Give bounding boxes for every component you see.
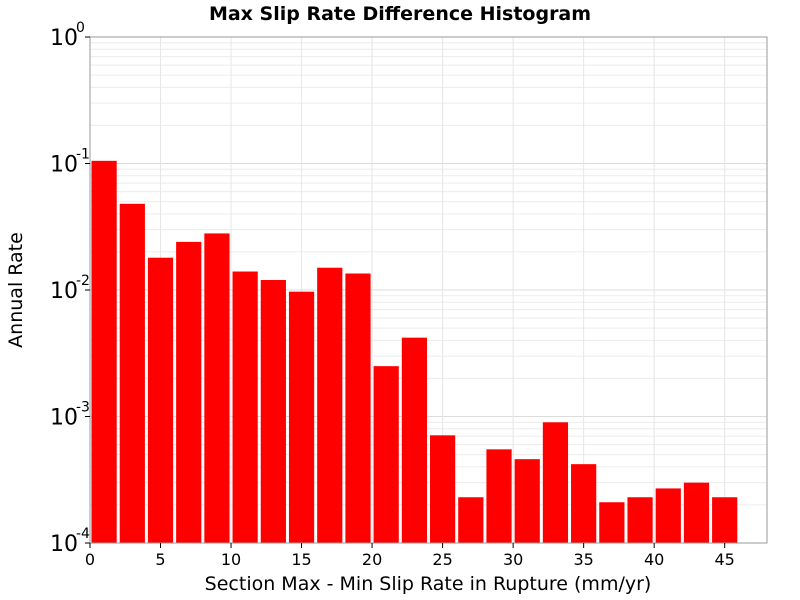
y-tick-label: 10 [50, 279, 78, 304]
histogram-bar [627, 497, 653, 543]
histogram-bar [119, 203, 145, 543]
histogram-bar [91, 160, 117, 543]
histogram-bar [458, 497, 484, 543]
x-tick-label: 30 [503, 550, 523, 569]
histogram-bar [712, 497, 738, 543]
x-tick-label: 5 [155, 550, 165, 569]
y-axis-label: Annual Rate [5, 232, 27, 348]
x-axis-ticks: 0 5 10 15 20 25 30 35 40 45 [85, 543, 735, 569]
grid [89, 37, 767, 544]
y-tick-label: 10 [50, 532, 78, 557]
y-tick-exponent: 0 [76, 20, 85, 36]
histogram-bar [655, 488, 681, 543]
histogram-bar [260, 279, 286, 543]
x-axis-label: Section Max - Min Slip Rate in Rupture (… [205, 573, 652, 595]
x-tick-label: 15 [291, 550, 311, 569]
x-tick-label: 0 [85, 550, 95, 569]
histogram-bar [373, 366, 399, 543]
x-tick-label: 25 [432, 550, 452, 569]
y-tick-exponent: -3 [76, 400, 90, 416]
bars [91, 160, 738, 544]
x-tick-label: 20 [362, 550, 382, 569]
y-tick-exponent: -2 [76, 273, 90, 289]
histogram-bar [176, 241, 202, 544]
histogram-bar [317, 267, 343, 543]
histogram-bar [430, 435, 456, 543]
histogram-bar [571, 464, 597, 543]
x-tick-label: 45 [715, 550, 735, 569]
histogram-bar [147, 257, 174, 543]
histogram-bar [204, 233, 230, 543]
y-tick-label: 10 [50, 153, 78, 178]
x-tick-label: 35 [573, 550, 593, 569]
y-tick-label: 10 [50, 406, 78, 431]
x-tick-label: 10 [221, 550, 241, 569]
y-tick-exponent: -1 [76, 147, 90, 163]
histogram-bar [514, 459, 540, 543]
histogram-bar [288, 291, 315, 543]
histogram-bar [232, 271, 258, 543]
y-tick-exponent: -4 [76, 526, 90, 542]
histogram-bar [401, 337, 427, 543]
histogram-bar [486, 449, 512, 543]
x-tick-label: 40 [644, 550, 664, 569]
histogram-bar [345, 273, 371, 543]
histogram-bar [599, 502, 625, 543]
histogram-bar [542, 422, 569, 543]
chart-title: Max Slip Rate Difference Histogram [209, 3, 591, 25]
histogram-bar [683, 482, 710, 543]
y-tick-label: 10 [50, 26, 78, 51]
